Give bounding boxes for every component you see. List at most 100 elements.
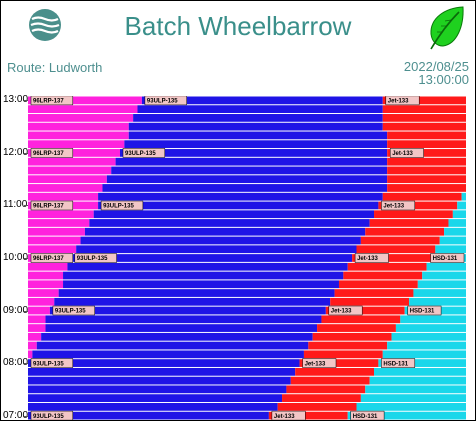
band-hsd-131 — [374, 367, 466, 376]
data-label-box — [30, 96, 74, 106]
data-label-93ulp-135: 93ULP-135 — [144, 96, 187, 106]
y-tick-mark — [24, 205, 28, 207]
data-label-text: 96LRP-137 — [33, 204, 64, 210]
band-96lrp-137 — [28, 289, 59, 297]
band-96lrp-137 — [28, 227, 85, 236]
band-hsd-131 — [422, 271, 466, 280]
y-tick-mark — [24, 258, 28, 259]
data-label-text: Jet-133 — [383, 204, 404, 210]
band-jet-133 — [334, 289, 414, 297]
band-hsd-131 — [444, 227, 466, 236]
data-label-box — [144, 96, 187, 106]
band-93ulp-135 — [98, 192, 383, 201]
data-label-box — [30, 253, 74, 263]
band-93ulp-135 — [128, 131, 388, 140]
data-label-text: 96LRP-137 — [33, 99, 64, 105]
band-93ulp-135 — [106, 175, 388, 184]
band-96lrp-137 — [28, 149, 120, 157]
band-hsd-131 — [409, 297, 466, 306]
y-tick-label: 07:00 — [3, 409, 29, 421]
data-label-text: 93ULP-135 — [55, 309, 86, 315]
band-jet-133 — [352, 254, 431, 262]
data-label-93ulp-135: 93ULP-135 — [122, 148, 166, 158]
data-label-box — [100, 200, 144, 211]
data-label-96lrp-137: 96LRP-137 — [30, 200, 74, 211]
chart-canvas: 96LRP-137 93ULP-135 Jet-133 96LRP-137 93ULP-… — [28, 96, 466, 420]
data-label-93ulp-135: 93ULP-135 — [74, 253, 117, 263]
data-label-jet-133: Jet-133 — [271, 410, 306, 420]
data-label-box — [350, 410, 385, 420]
data-label-box — [385, 96, 420, 106]
data-label-box — [389, 148, 424, 158]
band-jet-133 — [325, 306, 405, 315]
band-93ulp-135 — [80, 236, 361, 245]
band-96lrp-137 — [28, 280, 64, 289]
band-jet-133 — [330, 297, 410, 306]
data-label-box — [381, 200, 416, 211]
data-label-hsd-131: HSD-131 — [430, 253, 465, 263]
stacked-area-chart: 96LRP-137 93ULP-135 Jet-133 96LRP-137 93ULP-… — [28, 96, 466, 420]
band-93ulp-135 — [28, 359, 300, 367]
data-label-text: Jet-133 — [357, 256, 378, 262]
data-label-box — [430, 253, 465, 263]
band-hsd-131 — [365, 385, 466, 394]
band-hsd-131 — [452, 210, 466, 219]
band-93ulp-135 — [98, 201, 379, 210]
band-hsd-131 — [395, 324, 466, 332]
y-tick-mark — [24, 363, 28, 365]
band-96lrp-137 — [28, 122, 129, 131]
band-96lrp-137 — [28, 350, 33, 359]
band-jet-133 — [356, 245, 436, 254]
band-jet-133 — [382, 96, 466, 105]
band-jet-133 — [338, 280, 418, 289]
data-label-box — [302, 358, 337, 368]
y-tick-label: 11:00 — [3, 199, 28, 211]
band-96lrp-137 — [28, 192, 99, 201]
band-93ulp-135 — [28, 411, 269, 420]
band-96lrp-137 — [28, 262, 68, 271]
data-label-text: 93ULP-135 — [33, 414, 64, 420]
data-label-box — [407, 305, 442, 316]
timestamp: 2022/08/25 13:00:00 — [404, 60, 469, 86]
band-jet-133 — [312, 332, 392, 341]
band-93ulp-135 — [28, 394, 283, 402]
band-hsd-131 — [356, 402, 466, 411]
data-label-text: 93ULP-135 — [103, 204, 134, 210]
band-93ulp-135 — [111, 166, 388, 175]
data-label-jet-133: Jet-133 — [354, 253, 389, 263]
y-tick-mark — [24, 415, 28, 417]
band-jet-133 — [382, 105, 466, 114]
band-hsd-131 — [448, 219, 466, 227]
data-label-text: 93ULP-135 — [147, 99, 178, 105]
date-label: 2022/08/25 — [403, 59, 469, 74]
data-label-hsd-131: HSD-131 — [407, 305, 442, 316]
data-label-96lrp-137: 96LRP-137 — [30, 148, 74, 158]
band-93ulp-135 — [63, 280, 339, 289]
data-label-jet-133: Jet-133 — [302, 358, 337, 368]
band-jet-133 — [277, 402, 357, 411]
data-label-box — [271, 410, 306, 420]
band-96lrp-137 — [28, 306, 50, 315]
band-96lrp-137 — [28, 324, 46, 332]
band-jet-133 — [387, 131, 466, 140]
data-label-text: Jet-133 — [331, 309, 352, 315]
y-tick-mark — [24, 152, 28, 154]
data-label-text: 93ULP-135 — [125, 151, 156, 157]
data-label-box — [74, 253, 117, 263]
band-jet-133 — [295, 367, 375, 376]
band-jet-133 — [282, 394, 361, 402]
band-jet-133 — [343, 271, 423, 280]
band-96lrp-137 — [28, 341, 37, 350]
band-93ulp-135 — [84, 227, 366, 236]
y-tick-label: 10:00 — [3, 252, 29, 263]
data-label-93ulp-135: 93ULP-135 — [30, 410, 74, 420]
band-93ulp-135 — [133, 114, 383, 122]
band-93ulp-135 — [41, 332, 313, 341]
band-jet-133 — [382, 122, 466, 131]
band-96lrp-137 — [28, 236, 81, 245]
route-label: Route: Ludworth — [7, 60, 103, 75]
band-jet-133 — [299, 359, 379, 367]
waves-globe-icon — [29, 9, 61, 41]
data-label-96lrp-137: 96LRP-137 — [30, 253, 74, 263]
band-93ulp-135 — [63, 271, 344, 280]
